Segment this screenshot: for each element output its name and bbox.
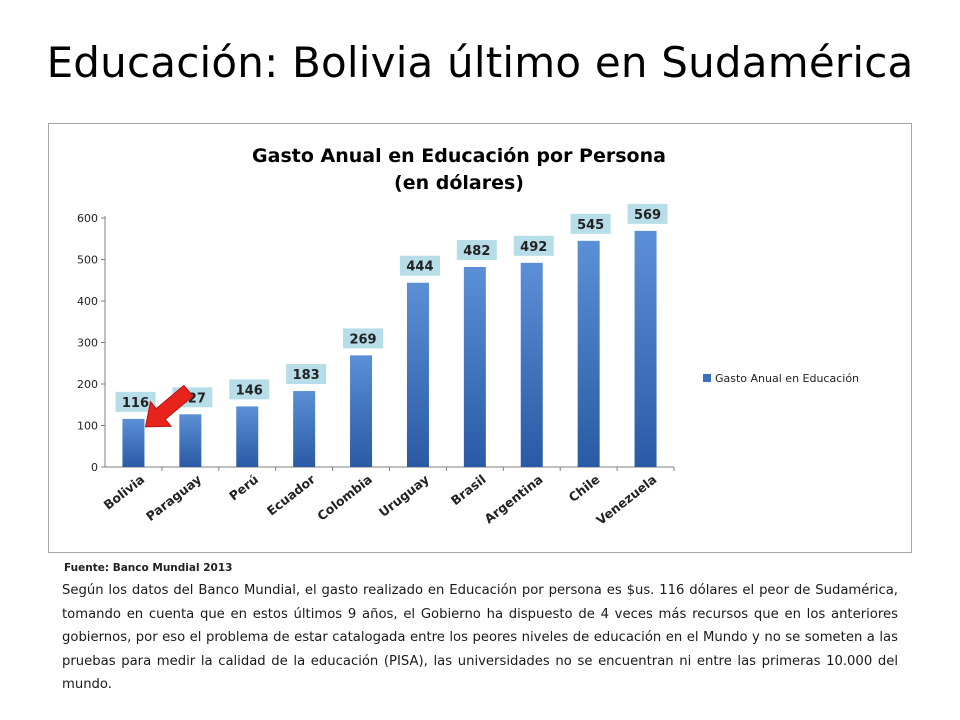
legend-label: Gasto Anual en Educación <box>715 372 859 385</box>
source-note: Fuente: Banco Mundial 2013 <box>64 562 233 574</box>
red-arrow-shape <box>144 384 194 428</box>
x-tick-label: Venezuela <box>593 472 659 528</box>
legend-swatch-icon <box>703 374 711 382</box>
data-label-box <box>513 235 554 256</box>
data-label: 183 <box>293 368 320 383</box>
x-tick-label: Colombia <box>314 472 375 524</box>
data-label: 492 <box>520 240 547 255</box>
bar-colombia <box>350 355 373 467</box>
data-label: 269 <box>349 332 376 347</box>
data-label: 116 <box>122 396 149 411</box>
bar-ecuador <box>293 391 316 467</box>
data-label: 146 <box>236 383 263 398</box>
y-tick-label: 0 <box>91 461 98 474</box>
bar-brasil <box>463 266 486 467</box>
x-tick-label: Perú <box>226 472 261 504</box>
bar-argentina <box>520 262 543 467</box>
x-tick-label: Chile <box>566 472 603 505</box>
data-label: 482 <box>463 244 490 259</box>
x-tick-label: Uruguay <box>376 472 432 520</box>
slide-title: Educación: Bolivia último en Sudamérica <box>46 38 914 87</box>
bar-perú <box>236 406 259 467</box>
y-tick-label: 300 <box>77 337 98 350</box>
bar-uruguay <box>406 282 429 467</box>
x-tick-label: Bolivia <box>101 472 148 513</box>
data-label: 444 <box>406 260 433 275</box>
data-label-box <box>399 255 440 276</box>
chart-title-line1: Gasto Anual en Educación por Persona <box>252 145 666 167</box>
data-label: 569 <box>634 208 661 223</box>
y-tick-label: 500 <box>77 254 98 267</box>
data-label-box <box>286 364 327 385</box>
x-tick-label: Ecuador <box>264 471 319 518</box>
data-label-box <box>456 239 497 260</box>
y-tick-label: 200 <box>77 378 98 391</box>
data-label-box <box>343 328 384 349</box>
data-label-box <box>115 391 156 412</box>
y-tick-label: 400 <box>77 295 98 308</box>
bar-chile <box>577 240 600 467</box>
body-paragraph: Según los datos del Banco Mundial, el ga… <box>62 583 898 692</box>
x-tick-label: Brasil <box>448 472 489 509</box>
chart-frame: Gasto Anual en Educación por Persona (en… <box>48 123 912 553</box>
chart-title-line2: (en dólares) <box>394 172 524 194</box>
data-label-box <box>229 379 270 400</box>
data-label: 545 <box>577 218 604 233</box>
red-arrow-icon <box>144 384 194 428</box>
y-tick-label: 600 <box>77 212 98 225</box>
bar-venezuela <box>634 230 657 467</box>
bar-chart: Gasto Anual en Educación por Persona (en… <box>77 145 859 528</box>
bar-bolivia <box>122 418 145 467</box>
data-label-box <box>570 213 611 234</box>
x-tick-label: Argentina <box>481 472 545 527</box>
data-label-box <box>627 203 668 224</box>
x-tick-label: Paraguay <box>143 472 204 524</box>
y-tick-label: 100 <box>77 420 98 433</box>
bar-paraguay <box>179 414 202 467</box>
